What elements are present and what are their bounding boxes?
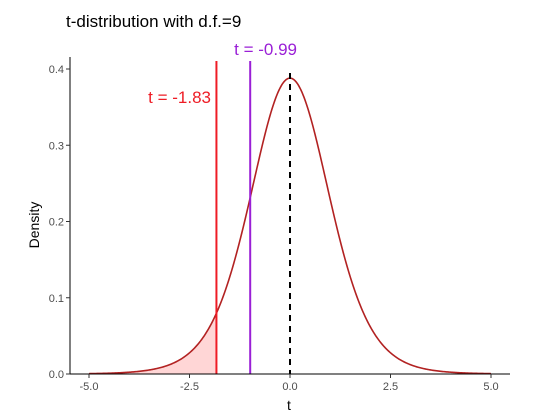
y-tick-label: 0.3 [49,140,64,152]
critical-line-label-0: t = -1.83 [148,88,211,107]
chart-title: t-distribution with d.f.=9 [66,12,241,31]
x-axis-ticks: -5.0 -2.5 0.0 2.5 5.0 [80,374,499,393]
y-axis-title: Density [26,202,42,249]
y-tick-label: 0.2 [49,217,64,229]
shaded-tail-area [89,313,217,374]
y-tick-label: 0.0 [49,369,64,381]
x-tick-label: 0.0 [282,381,297,393]
y-tick-label: 0.1 [49,293,64,305]
x-tick-label: -2.5 [180,381,199,393]
annotations: t = -1.83 t = -0.99 [148,40,297,374]
x-tick-label: 2.5 [383,381,398,393]
x-tick-label: 5.0 [483,381,498,393]
critical-line-label-1: t = -0.99 [234,40,297,59]
x-tick-label: -5.0 [80,381,99,393]
y-axis-ticks: 0.0 0.1 0.2 0.3 0.4 [49,64,70,381]
x-axis-title: t [287,397,291,413]
y-tick-label: 0.4 [49,64,64,76]
